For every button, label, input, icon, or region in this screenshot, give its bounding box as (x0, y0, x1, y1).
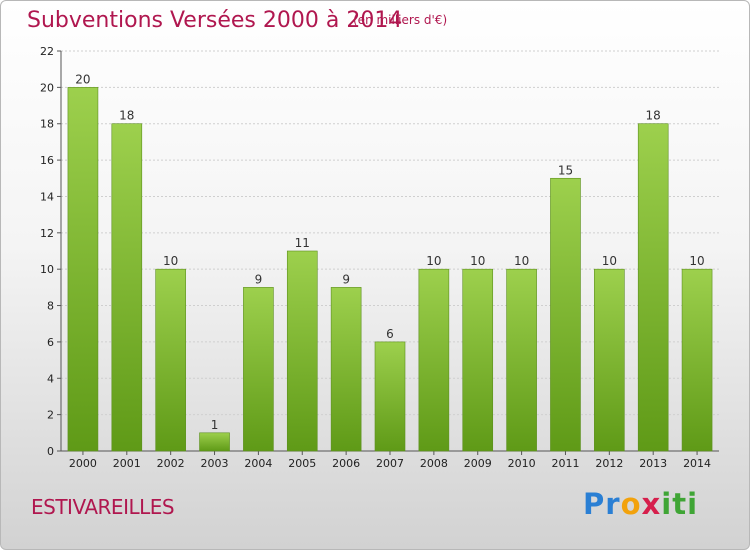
data-label: 6 (386, 327, 394, 341)
bar-2013 (637, 123, 669, 452)
logo-letter: t (672, 487, 688, 521)
data-label: 18 (119, 109, 134, 123)
chart-title: Subventions Versées 2000 à 2014 (27, 8, 403, 33)
chart-subtitle: (en milliers d'€) (353, 13, 448, 27)
data-label: 11 (295, 236, 310, 250)
bar-2014 (681, 268, 713, 452)
proxiti-logo: Proxiti (583, 487, 698, 521)
bar-2009 (462, 268, 494, 452)
bar-2005 (286, 250, 318, 452)
bars (67, 87, 713, 452)
y-tick-label: 14 (40, 190, 54, 203)
x-tick-label: 2010 (508, 457, 536, 470)
logo-letter: i (661, 487, 673, 521)
bar-2010 (506, 268, 537, 452)
y-tick-label: 2 (47, 409, 54, 422)
data-label: 15 (558, 163, 573, 177)
data-label: 20 (75, 72, 90, 86)
y-tick-label: 8 (47, 300, 54, 313)
data-label: 9 (342, 272, 350, 286)
data-label: 18 (646, 109, 661, 123)
bar-2003 (199, 432, 230, 452)
x-tick-label: 2005 (288, 457, 316, 470)
y-tick-label: 20 (40, 81, 54, 94)
logo-letter: r (605, 487, 621, 521)
x-tick-label: 2012 (595, 457, 623, 470)
x-tick-label: 2009 (464, 457, 492, 470)
data-label: 10 (426, 254, 441, 268)
data-label: 10 (470, 254, 485, 268)
bar-2012 (594, 268, 625, 452)
logo-letter: o (620, 487, 642, 521)
commune-name: ESTIVAREILLES (31, 495, 175, 519)
data-label: 10 (602, 254, 617, 268)
x-tick-label: 2006 (332, 457, 360, 470)
y-tick-label: 18 (40, 118, 54, 131)
data-label: 1 (211, 418, 219, 432)
logo-letter: x (641, 487, 662, 521)
bar-2011 (550, 177, 581, 452)
x-tick-label: 2004 (244, 457, 272, 470)
logo-letter: P (583, 487, 606, 521)
y-tick-label: 6 (47, 336, 54, 349)
y-tick-label: 16 (40, 154, 54, 167)
logo-letter: i (687, 487, 699, 521)
x-tick-label: 2007 (376, 457, 404, 470)
data-label: 9 (255, 272, 263, 286)
bar-2007 (374, 341, 406, 452)
y-tick-label: 10 (40, 263, 54, 276)
x-tick-label: 2008 (420, 457, 448, 470)
labels: 0246810121416182022200020200118200210200… (40, 45, 711, 470)
data-label: 10 (689, 254, 704, 268)
x-tick-label: 2014 (683, 457, 711, 470)
x-tick-label: 2002 (157, 457, 185, 470)
y-tick-label: 0 (47, 445, 54, 458)
y-tick-label: 12 (40, 227, 54, 240)
data-label: 10 (163, 254, 178, 268)
x-tick-label: 2001 (113, 457, 141, 470)
y-tick-label: 22 (40, 45, 54, 58)
data-label: 10 (514, 254, 529, 268)
x-tick-label: 2011 (551, 457, 579, 470)
bar-2001 (111, 123, 143, 452)
bar-2002 (155, 268, 186, 452)
x-tick-label: 2003 (201, 457, 229, 470)
y-tick-label: 4 (47, 372, 54, 385)
bar-2000 (67, 87, 99, 452)
x-tick-label: 2013 (639, 457, 667, 470)
bar-2004 (243, 287, 274, 452)
bar-2006 (330, 287, 362, 452)
bar-2008 (418, 268, 450, 452)
x-tick-label: 2000 (69, 457, 97, 470)
